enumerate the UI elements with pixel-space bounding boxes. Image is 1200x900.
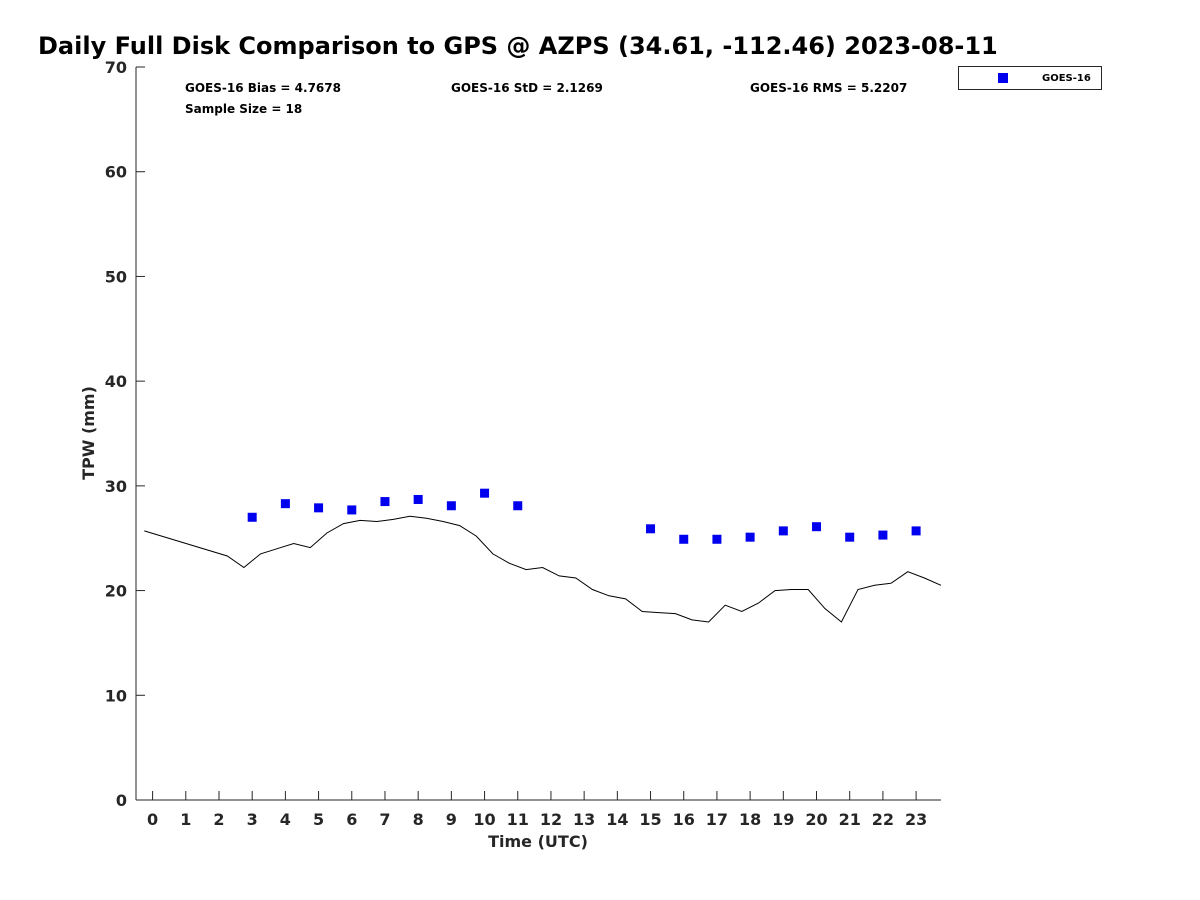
x-tick-label: 19: [772, 810, 794, 829]
goes16-point: [413, 494, 423, 504]
x-tick-label: 7: [379, 810, 390, 829]
y-ticks: 0 10 20 30 40 50 60 70: [105, 58, 145, 810]
goes16-point: [380, 497, 390, 507]
y-tick-label: 30: [105, 477, 127, 496]
goes16-point: [778, 526, 788, 536]
goes16-point: [712, 534, 722, 544]
stat-sample-size: Sample Size = 18: [185, 102, 302, 116]
goes16-point: [812, 522, 822, 532]
x-ticks: 0 1 2 3 4 5 6 7 8 9 10 11 12 13 14 15 16 17 18 19 20 21 22 23: [147, 791, 927, 829]
legend-marker-goes16: [998, 73, 1008, 83]
goes16-point: [280, 499, 290, 509]
goes16-point: [446, 501, 456, 511]
x-tick-label: 16: [673, 810, 695, 829]
y-tick-label: 40: [105, 372, 127, 391]
goes16-point: [878, 530, 888, 540]
x-tick-label: 13: [573, 810, 595, 829]
x-tick-label: 18: [739, 810, 761, 829]
x-tick-label: 14: [606, 810, 628, 829]
goes16-point: [679, 534, 689, 544]
x-tick-label: 2: [213, 810, 224, 829]
chart-title: Daily Full Disk Comparison to GPS @ AZPS…: [38, 32, 998, 60]
x-tick-label: 4: [280, 810, 291, 829]
goes16-point: [247, 512, 257, 522]
legend-label-goes16: GOES-16: [1042, 73, 1091, 84]
x-tick-label: 22: [872, 810, 894, 829]
goes16-point: [845, 532, 855, 542]
x-tick-label: 9: [446, 810, 457, 829]
x-tick-label: 5: [313, 810, 324, 829]
goes16-point: [314, 503, 324, 513]
y-tick-label: 10: [105, 686, 127, 705]
y-axis-label: TPW (mm): [79, 386, 98, 480]
legend-box: [958, 66, 1102, 90]
goes16-point: [513, 501, 523, 511]
gps-tpw-line: [144, 515, 942, 623]
x-tick-label: 17: [706, 810, 728, 829]
x-tick-label: 10: [473, 810, 495, 829]
x-tick-label: 12: [540, 810, 562, 829]
goes16-point: [745, 532, 755, 542]
y-tick-label: 70: [105, 58, 127, 77]
stat-bias: GOES-16 Bias = 4.7678: [185, 81, 341, 95]
goes16-point: [911, 526, 921, 536]
legend: GOES-16: [958, 66, 1102, 90]
y-tick-label: 60: [105, 163, 127, 182]
stats-annotations: GOES-16 Bias = 4.7678 GOES-16 StD = 2.12…: [185, 81, 907, 116]
x-tick-label: 3: [247, 810, 258, 829]
x-axis-label: Time (UTC): [488, 832, 588, 851]
x-tick-label: 1: [180, 810, 191, 829]
x-tick-label: 8: [413, 810, 424, 829]
x-tick-label: 23: [905, 810, 927, 829]
x-tick-label: 21: [839, 810, 861, 829]
goes16-point: [347, 505, 357, 515]
y-tick-label: 20: [105, 582, 127, 601]
series-layer: [144, 488, 942, 623]
y-tick-label: 50: [105, 267, 127, 286]
x-tick-label: 15: [639, 810, 661, 829]
x-tick-label: 6: [346, 810, 357, 829]
x-tick-label: 20: [805, 810, 827, 829]
stat-std: GOES-16 StD = 2.1269: [451, 81, 603, 95]
y-tick-label: 0: [116, 791, 127, 810]
goes16-point: [646, 524, 656, 534]
x-tick-label: 11: [507, 810, 529, 829]
stat-rms: GOES-16 RMS = 5.2207: [750, 81, 907, 95]
x-tick-label: 0: [147, 810, 158, 829]
goes16-point: [480, 488, 490, 498]
